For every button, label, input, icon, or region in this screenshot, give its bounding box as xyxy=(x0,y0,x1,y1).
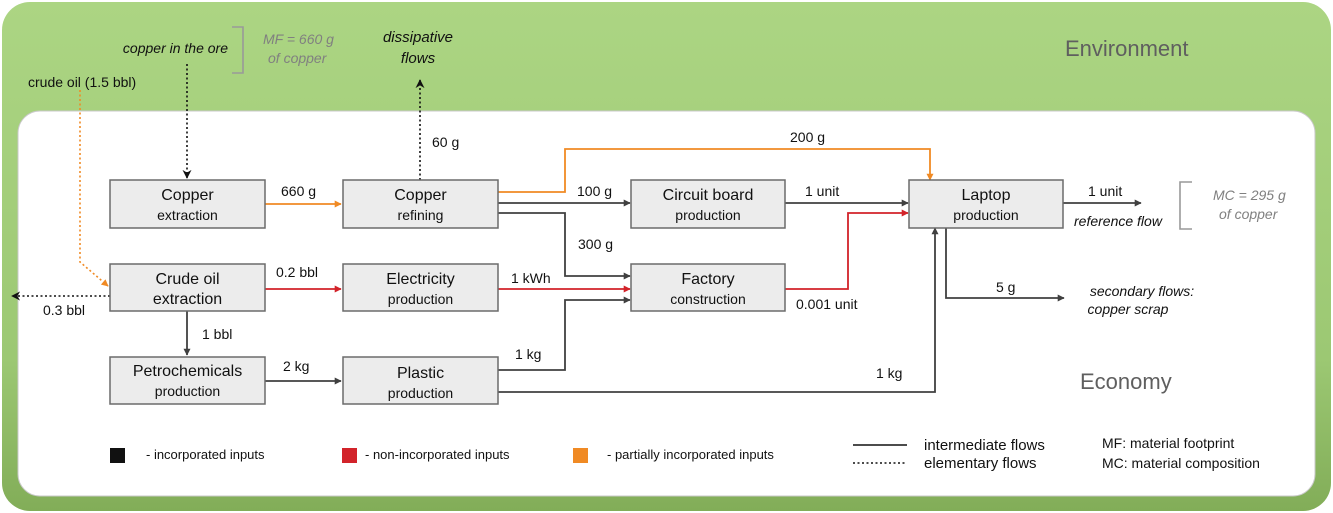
flow-label-03bbl: 0.3 bbl xyxy=(43,302,85,318)
laptop-subtitle: production xyxy=(953,207,1018,223)
mf-bracket xyxy=(232,26,244,74)
flow-label-1bbl: 1 bbl xyxy=(202,326,232,342)
crude-oil-input-label: crude oil (1.5 bbl) xyxy=(28,74,136,90)
process-petrochemicals: Petrochemicals production xyxy=(109,356,266,405)
process-copper-extraction: Copper extraction xyxy=(109,179,266,229)
secondary-flows-label-line1: secondary flows: xyxy=(1090,283,1194,299)
process-plastic: Plastic production xyxy=(342,356,499,405)
legend-non-incorporated-label: - non-incorporated inputs xyxy=(365,447,510,462)
economy-label: Economy xyxy=(1080,369,1172,394)
secondary-flows-label-line2: copper scrap xyxy=(1088,301,1169,317)
environment-label: Environment xyxy=(1065,36,1189,61)
flow-plastic-to-laptop xyxy=(498,227,939,393)
electricity-title: Electricity xyxy=(386,271,454,288)
crude-oil-subtitle: extraction xyxy=(153,291,222,308)
flow-label-200g: 200 g xyxy=(790,129,825,145)
process-electricity: Electricity production xyxy=(342,263,499,312)
laptop-title: Laptop xyxy=(962,187,1011,204)
flow-refining-to-factory xyxy=(498,212,631,280)
dissipative-label-line1: dissipative xyxy=(383,29,453,46)
process-crude-oil-extraction: Crude oil extraction xyxy=(109,263,266,312)
copper-refining-subtitle: refining xyxy=(398,207,444,223)
petrochemicals-subtitle: production xyxy=(155,383,220,399)
petrochemicals-title: Petrochemicals xyxy=(133,363,242,380)
copper-in-ore-label: copper in the ore xyxy=(123,40,228,56)
process-factory: Factory construction xyxy=(630,263,786,312)
legend-elementary-label: elementary flows xyxy=(924,455,1037,472)
copper-extraction-title: Copper xyxy=(161,187,214,204)
factory-title: Factory xyxy=(681,271,734,288)
mc-bracket xyxy=(1179,181,1192,230)
circuit-board-subtitle: production xyxy=(675,207,740,223)
flow-label-02bbl: 0.2 bbl xyxy=(276,264,318,280)
circuit-board-title: Circuit board xyxy=(663,187,754,204)
mc-label-line1: MC = 295 g xyxy=(1213,187,1286,203)
flow-label-1kwh: 1 kWh xyxy=(511,270,551,286)
reference-flow-label: reference flow xyxy=(1074,213,1163,229)
flow-factory-to-laptop xyxy=(785,209,909,290)
flow-label-300g: 300 g xyxy=(578,236,613,252)
process-circuit-board: Circuit board production xyxy=(630,179,786,229)
flow-label-100g: 100 g xyxy=(577,183,612,199)
flow-label-5g: 5 g xyxy=(996,279,1015,295)
flow-refining-to-laptop xyxy=(498,148,934,193)
copper-refining-title: Copper xyxy=(394,187,447,204)
electricity-subtitle: production xyxy=(388,291,453,307)
flow-label-60g: 60 g xyxy=(432,134,459,150)
flow-label-1unit-circuit: 1 unit xyxy=(805,183,839,199)
legend-swatch-partially xyxy=(573,448,588,463)
flow-label-1unit-reference: 1 unit xyxy=(1088,183,1122,199)
flow-plastic-to-factory xyxy=(498,296,631,371)
crude-oil-title: Crude oil xyxy=(155,271,219,288)
flow-laptop-secondary xyxy=(945,228,1065,302)
legend-incorporated-label: - incorporated inputs xyxy=(146,447,265,462)
legend-partially-label: - partially incorporated inputs xyxy=(607,447,774,462)
mf-label-line2: of copper xyxy=(268,50,328,66)
legend-swatch-non-incorporated xyxy=(342,448,357,463)
plastic-title: Plastic xyxy=(397,365,444,382)
crude-oil-input-flow xyxy=(79,90,109,287)
flow-label-1kg-factory: 1 kg xyxy=(515,346,541,362)
dissipative-label-line2: flows xyxy=(401,50,436,67)
flow-label-1kg-laptop: 1 kg xyxy=(876,365,902,381)
process-laptop: Laptop production xyxy=(908,179,1064,229)
legend-mc-label: MC: material composition xyxy=(1102,455,1260,471)
copper-extraction-subtitle: extraction xyxy=(157,207,218,223)
legend-swatch-incorporated xyxy=(110,448,125,463)
mf-label-line1: MF = 660 g xyxy=(263,31,334,47)
legend-intermediate-label: intermediate flows xyxy=(924,437,1045,454)
flow-label-0001unit: 0.001 unit xyxy=(796,296,858,312)
process-copper-refining: Copper refining xyxy=(342,179,499,229)
flow-label-2kg: 2 kg xyxy=(283,358,309,374)
mc-label-line2: of copper xyxy=(1219,206,1279,222)
legend-mf-label: MF: material footprint xyxy=(1102,435,1234,451)
plastic-subtitle: production xyxy=(388,385,453,401)
factory-subtitle: construction xyxy=(670,291,745,307)
flow-label-660g: 660 g xyxy=(281,183,316,199)
